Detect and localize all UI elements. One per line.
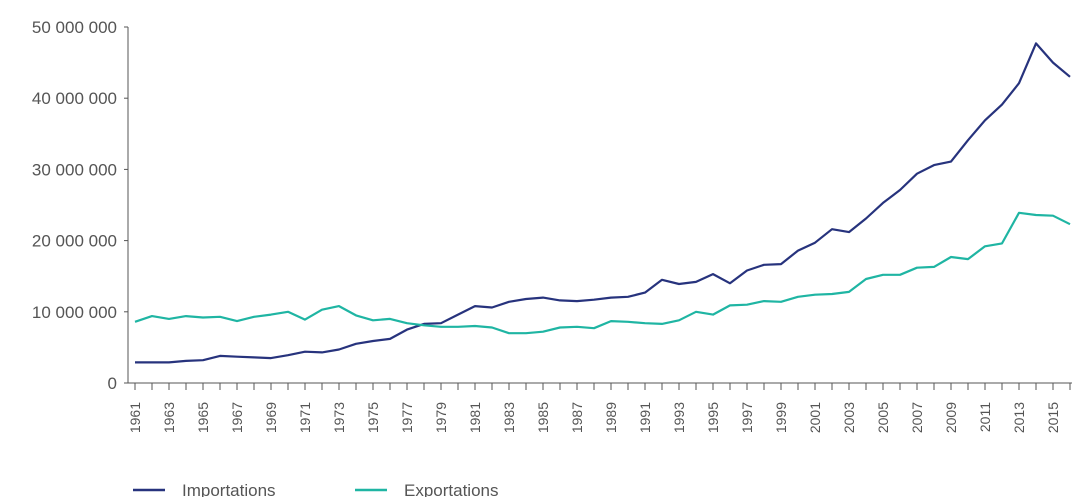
x-tick-label: 1983 — [501, 402, 517, 433]
x-tick-label: 1967 — [229, 402, 245, 433]
x-tick-label: 1971 — [297, 402, 313, 433]
x-tick-label: 1993 — [671, 402, 687, 433]
x-tick-label: 2005 — [875, 402, 891, 433]
x-tick-label: 1973 — [331, 402, 347, 433]
legend-label: Importations — [182, 481, 276, 497]
x-tick-label: 2015 — [1045, 402, 1061, 433]
x-tick-label: 2009 — [943, 402, 959, 433]
y-tick-label: 50 000 000 — [32, 18, 117, 37]
x-tick-label: 1989 — [603, 402, 619, 433]
x-tick-label: 1979 — [433, 402, 449, 433]
x-tick-label: 1995 — [705, 402, 721, 433]
y-tick-label: 0 — [108, 374, 117, 393]
x-tick-label: 1987 — [569, 402, 585, 433]
x-tick-label: 1997 — [739, 402, 755, 433]
x-tick-label: 2011 — [977, 402, 993, 432]
y-tick-label: 40 000 000 — [32, 89, 117, 108]
x-tick-label: 2003 — [841, 402, 857, 433]
y-tick-label: 20 000 000 — [32, 232, 117, 251]
x-tick-label: 1999 — [773, 402, 789, 433]
x-tick-label: 1985 — [535, 402, 551, 433]
x-tick-label: 1991 — [637, 402, 653, 433]
x-tick-label: 1965 — [195, 402, 211, 433]
series-line — [135, 42, 1071, 364]
series-line — [134, 211, 1071, 335]
x-tick-label: 1981 — [467, 402, 483, 433]
y-tick-label: 10 000 000 — [32, 303, 117, 322]
x-tick-label: 1975 — [365, 402, 381, 433]
x-tick-label: 1961 — [127, 402, 143, 433]
x-tick-label: 1963 — [161, 402, 177, 433]
x-tick-label: 1977 — [399, 402, 415, 433]
legend-label: Exportations — [404, 481, 499, 497]
x-tick-label: 2013 — [1011, 402, 1027, 433]
y-tick-label: 30 000 000 — [32, 160, 117, 179]
x-tick-label: 2007 — [909, 402, 925, 433]
x-tick-label: 2001 — [807, 402, 823, 433]
x-tick-label: 1969 — [263, 402, 279, 433]
